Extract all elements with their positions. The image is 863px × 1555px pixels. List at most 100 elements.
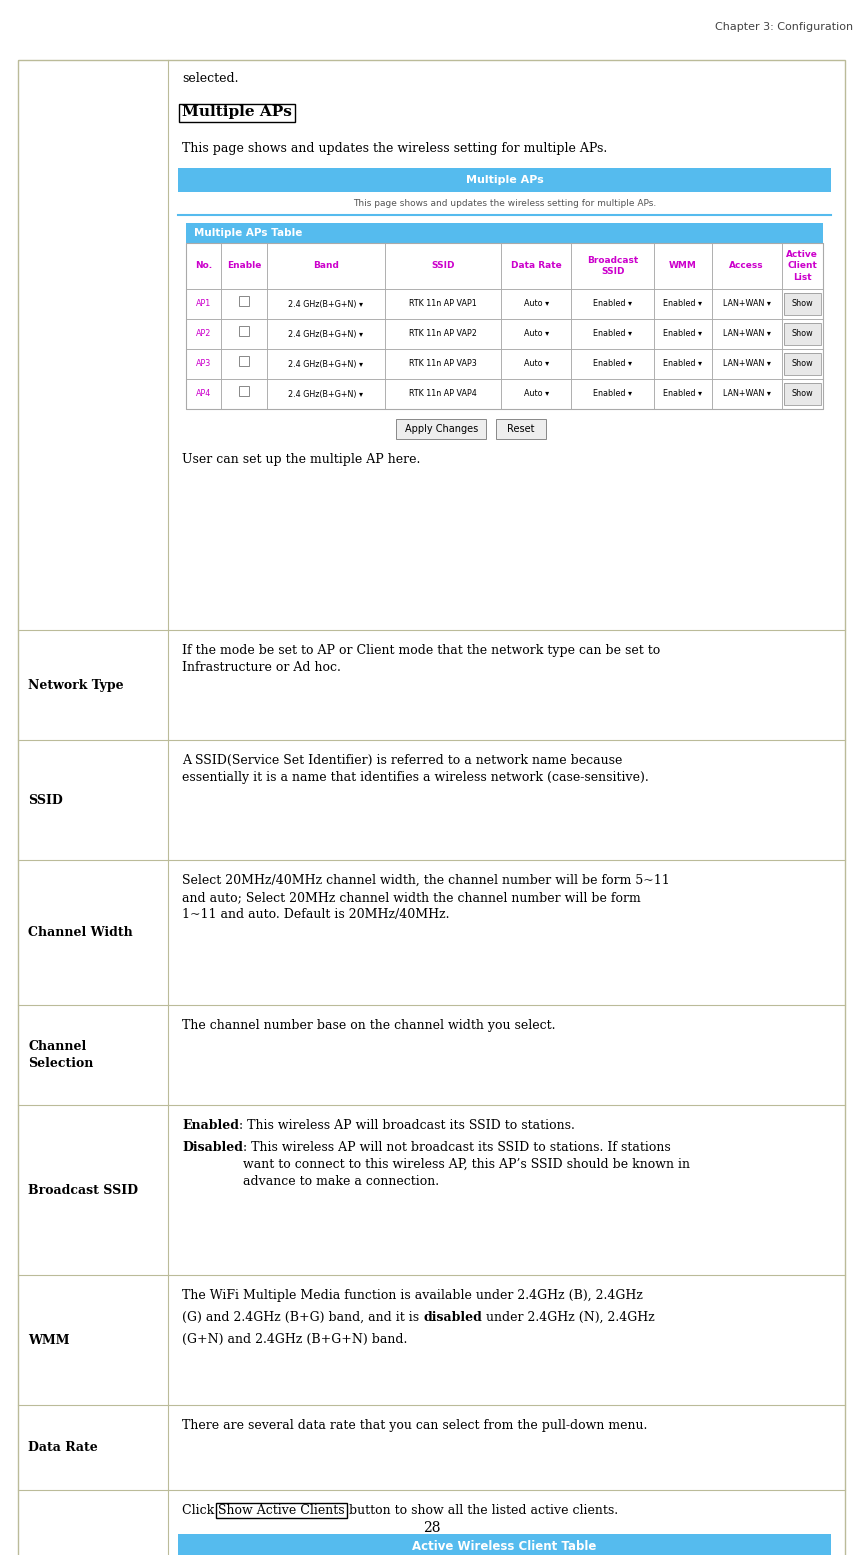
Text: : This wireless AP will not broadcast its SSID to stations. If stations
want to : : This wireless AP will not broadcast it… [243,1141,690,1188]
Text: Show: Show [791,389,813,398]
Text: There are several data rate that you can select from the pull-down menu.: There are several data rate that you can… [182,1420,647,1432]
Text: button to show all the listed active clients.: button to show all the listed active cli… [345,1504,618,1518]
Text: Enable: Enable [227,261,261,271]
Text: SSID: SSID [432,261,455,271]
Text: Chapter 3: Configuration: Chapter 3: Configuration [715,22,853,33]
Text: A SSID(Service Set Identifier) is referred to a network name because
essentially: A SSID(Service Set Identifier) is referr… [182,754,649,784]
Bar [186,348,221,379]
Text: (G+N) and 2.4GHz (B+G+N) band.: (G+N) and 2.4GHz (B+G+N) band. [182,1333,407,1347]
Text: Show Active Clients: Show Active Clients [218,1504,345,1518]
Bar [239,295,249,306]
Bar [385,348,501,379]
Text: SSID: SSID [28,793,63,807]
Text: Enabled ▾: Enabled ▾ [664,300,702,308]
Text: Enabled ▾: Enabled ▾ [664,359,702,369]
Bar [711,243,782,289]
Text: Active Wireless Client Table: Active Wireless Client Table [413,1539,596,1552]
Text: selected.: selected. [182,72,238,86]
Text: Broadcast SSID: Broadcast SSID [28,1183,138,1196]
Text: Click: Click [182,1504,218,1518]
Bar [571,243,654,289]
Text: LAN+WAN ▾: LAN+WAN ▾ [722,359,771,369]
Bar [239,356,249,365]
Bar [711,379,782,409]
Text: Select 20MHz/40MHz channel width, the channel number will be form 5~11
and auto;: Select 20MHz/40MHz channel width, the ch… [182,874,670,921]
Bar [711,289,782,319]
Text: Data Rate: Data Rate [28,1441,98,1454]
Text: : This wireless AP will broadcast its SSID to stations.: : This wireless AP will broadcast its SS… [239,1120,575,1132]
Text: Auto ▾: Auto ▾ [524,330,549,339]
Bar [654,243,711,289]
Text: Enabled ▾: Enabled ▾ [664,389,702,398]
Bar [221,289,267,319]
Text: LAN+WAN ▾: LAN+WAN ▾ [722,300,771,308]
Text: Channel
Selection: Channel Selection [28,1040,93,1070]
Text: Show: Show [791,300,813,308]
Text: No.: No. [195,261,212,271]
Text: This page shows and updates the wireless setting for multiple APs.: This page shows and updates the wireless… [353,199,656,208]
Bar [217,1504,347,1518]
Text: under 2.4GHz (N), 2.4GHz: under 2.4GHz (N), 2.4GHz [482,1311,655,1323]
Text: Enabled ▾: Enabled ▾ [593,330,633,339]
Text: The WiFi Multiple Media function is available under 2.4GHz (B), 2.4GHz: The WiFi Multiple Media function is avai… [182,1289,643,1302]
Text: User can set up the multiple AP here.: User can set up the multiple AP here. [182,453,420,466]
Text: Enabled ▾: Enabled ▾ [593,359,633,369]
Bar [385,243,501,289]
Text: RTK 11n AP VAP3: RTK 11n AP VAP3 [409,359,477,369]
Bar [782,243,823,289]
Bar [784,323,821,345]
Text: Auto ▾: Auto ▾ [524,359,549,369]
Text: AP2: AP2 [196,330,211,339]
Bar [496,418,546,439]
Bar [178,1533,831,1555]
Text: LAN+WAN ▾: LAN+WAN ▾ [722,330,771,339]
Bar [782,319,823,348]
Text: Enabled ▾: Enabled ▾ [593,389,633,398]
Bar [186,243,221,289]
Text: If the mode be set to AP or Client mode that the network type can be set to
Infr: If the mode be set to AP or Client mode … [182,644,660,673]
Bar [179,104,295,121]
Text: Auto ▾: Auto ▾ [524,300,549,308]
Text: disabled: disabled [423,1311,482,1323]
Text: Active
Client
List: Active Client List [786,250,818,281]
Bar [221,348,267,379]
Text: WMM: WMM [669,261,696,271]
Bar [221,243,267,289]
Bar [571,379,654,409]
Text: Enabled ▾: Enabled ▾ [664,330,702,339]
Bar [711,348,782,379]
Bar [186,379,221,409]
Bar [571,289,654,319]
Text: Channel Width: Channel Width [28,925,133,939]
Bar [654,289,711,319]
Bar [239,386,249,397]
Text: Enabled: Enabled [182,1120,239,1132]
Bar [654,319,711,348]
Text: Multiple APs: Multiple APs [466,176,544,185]
Bar [267,379,385,409]
Bar [267,289,385,319]
Bar [501,319,571,348]
Bar [501,379,571,409]
Bar [784,353,821,375]
Text: Show: Show [791,330,813,339]
Text: Disabled: Disabled [182,1141,243,1154]
Bar [784,292,821,316]
Bar [267,319,385,348]
Text: Reset: Reset [507,425,535,434]
Bar [267,243,385,289]
Bar [396,418,486,439]
Text: Network Type: Network Type [28,678,123,692]
Bar [571,348,654,379]
Text: Apply Changes: Apply Changes [405,425,478,434]
Text: AP1: AP1 [196,300,211,308]
Text: Band: Band [313,261,339,271]
Bar [784,292,821,316]
Bar [571,319,654,348]
Text: 2.4 GHz(B+G+N) ▾: 2.4 GHz(B+G+N) ▾ [288,359,363,369]
Bar [782,348,823,379]
Text: 28: 28 [423,1521,440,1535]
Bar [654,379,711,409]
Text: AP3: AP3 [196,359,211,369]
Text: Show: Show [791,359,813,369]
